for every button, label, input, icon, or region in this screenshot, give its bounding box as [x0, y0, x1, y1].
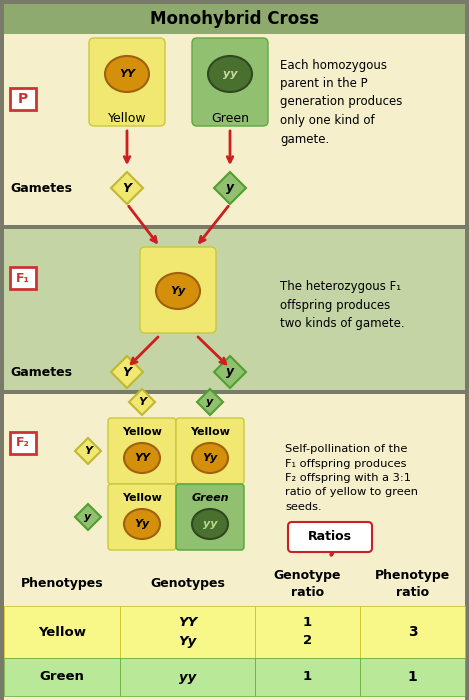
Polygon shape — [75, 438, 101, 464]
Bar — [4, 658, 120, 696]
Text: y: y — [226, 365, 234, 379]
Text: Ratios: Ratios — [308, 531, 352, 543]
Text: 3: 3 — [408, 625, 417, 639]
Text: yy: yy — [223, 69, 237, 79]
Text: 1: 1 — [303, 671, 312, 683]
Text: YY: YY — [119, 69, 135, 79]
FancyBboxPatch shape — [108, 418, 176, 484]
Text: Gametes: Gametes — [10, 365, 72, 379]
Polygon shape — [214, 172, 246, 204]
Bar — [120, 658, 255, 696]
Text: 1
2: 1 2 — [303, 617, 312, 648]
Bar — [10, 432, 36, 454]
Text: Yellow: Yellow — [38, 626, 86, 638]
Text: Yellow: Yellow — [122, 493, 162, 503]
Bar — [4, 229, 465, 390]
Text: The heterozygous F₁
offspring produces
two kinds of gamete.: The heterozygous F₁ offspring produces t… — [280, 280, 405, 330]
Bar — [4, 606, 120, 658]
Text: Y: Y — [122, 365, 131, 379]
Bar — [120, 606, 255, 658]
Bar — [255, 658, 360, 696]
Text: 1: 1 — [408, 670, 417, 684]
FancyBboxPatch shape — [140, 247, 216, 333]
Text: Green: Green — [211, 111, 249, 125]
Text: Green: Green — [191, 493, 229, 503]
Text: YY
Yy: YY Yy — [178, 617, 197, 648]
FancyBboxPatch shape — [108, 484, 176, 550]
Text: y: y — [206, 397, 213, 407]
Bar — [10, 88, 36, 110]
FancyBboxPatch shape — [288, 522, 372, 552]
Text: Phenotypes: Phenotypes — [21, 578, 103, 591]
Polygon shape — [214, 356, 246, 388]
Text: P: P — [18, 92, 28, 106]
Text: YY: YY — [134, 453, 150, 463]
FancyBboxPatch shape — [89, 38, 165, 126]
Text: F₁: F₁ — [16, 272, 30, 284]
Bar — [255, 606, 360, 658]
Text: Gametes: Gametes — [10, 181, 72, 195]
Text: yy: yy — [179, 671, 196, 683]
FancyBboxPatch shape — [176, 484, 244, 550]
Bar — [4, 34, 465, 225]
Ellipse shape — [156, 273, 200, 309]
Text: F₂: F₂ — [16, 437, 30, 449]
Text: yy: yy — [203, 519, 217, 529]
Polygon shape — [129, 389, 155, 415]
Ellipse shape — [192, 509, 228, 539]
Polygon shape — [75, 504, 101, 530]
Bar — [10, 267, 36, 289]
FancyBboxPatch shape — [176, 418, 244, 484]
Text: Yellow: Yellow — [108, 111, 146, 125]
Text: Genotype
ratio: Genotype ratio — [274, 570, 341, 598]
Text: Yy: Yy — [170, 286, 186, 296]
Text: Y: Y — [122, 181, 131, 195]
Text: Each homozygous
parent in the P
generation produces
only one kind of
gamete.: Each homozygous parent in the P generati… — [280, 59, 402, 146]
Polygon shape — [197, 389, 223, 415]
Bar — [360, 606, 465, 658]
Text: Green: Green — [39, 671, 84, 683]
FancyBboxPatch shape — [192, 38, 268, 126]
Ellipse shape — [124, 509, 160, 539]
Bar — [4, 4, 465, 34]
Text: Yellow: Yellow — [190, 427, 230, 437]
Text: y: y — [84, 512, 91, 522]
Text: Yellow: Yellow — [122, 427, 162, 437]
Polygon shape — [111, 356, 143, 388]
Bar — [4, 558, 465, 700]
Bar — [4, 394, 465, 558]
Text: y: y — [226, 181, 234, 195]
Ellipse shape — [105, 56, 149, 92]
Text: Yy: Yy — [135, 519, 150, 529]
Text: Genotypes: Genotypes — [150, 578, 225, 591]
Text: Phenotype
ratio: Phenotype ratio — [375, 570, 450, 598]
Text: Y: Y — [84, 446, 92, 456]
Text: Self-pollination of the
F₁ offspring produces
F₂ offspring with a 3:1
ratio of y: Self-pollination of the F₁ offspring pro… — [285, 444, 418, 512]
Text: Yy: Yy — [203, 453, 218, 463]
Ellipse shape — [124, 443, 160, 473]
Ellipse shape — [208, 56, 252, 92]
Bar — [360, 658, 465, 696]
Text: Y: Y — [138, 397, 146, 407]
Ellipse shape — [192, 443, 228, 473]
Polygon shape — [111, 172, 143, 204]
Text: Monohybrid Cross: Monohybrid Cross — [150, 10, 319, 28]
